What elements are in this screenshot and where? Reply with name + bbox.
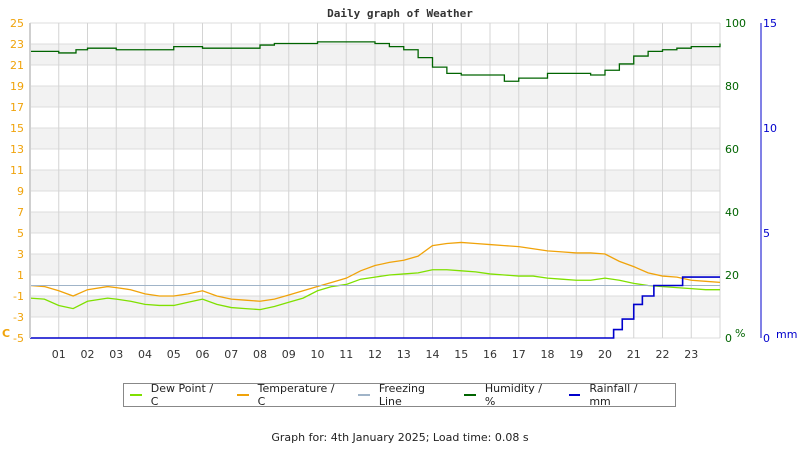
rainfall-tick-label: 10 — [763, 122, 777, 135]
legend-item: Rainfall / mm — [568, 382, 661, 408]
temp-tick-label: -1 — [13, 290, 24, 303]
chart-title: Daily graph of Weather — [327, 7, 473, 20]
x-tick-label: 12 — [368, 348, 382, 361]
x-tick-label: 08 — [253, 348, 267, 361]
axes: 01 02 03 04 05 06 07 08 09 10 11 12 13 14 15 16 17 18 19 20… — [2, 17, 797, 361]
x-tick-label: 06 — [196, 348, 210, 361]
x-tick-label: 05 — [167, 348, 181, 361]
legend-label: Dew Point / C — [150, 382, 214, 408]
humidity-tick-label: 20 — [725, 269, 739, 282]
temp-tick-label: 21 — [10, 59, 24, 72]
x-tick-label: 01 — [52, 348, 66, 361]
legend-label: Temperature / C — [257, 382, 335, 408]
legend-swatch-icon — [130, 394, 142, 396]
rainfall-tick-label: 5 — [763, 227, 770, 240]
rainfall-tick-label: 15 — [763, 17, 777, 30]
temp-tick-label: 3 — [17, 248, 24, 261]
legend-swatch-icon — [236, 394, 249, 396]
humidity-tick-label: 100 — [725, 17, 746, 30]
x-tick-label: 11 — [339, 348, 353, 361]
humidity-axis-unit: % — [735, 327, 745, 340]
legend-swatch-icon — [358, 394, 370, 396]
temp-tick-label: 23 — [10, 38, 24, 51]
humidity-tick-label: 80 — [725, 80, 739, 93]
x-tick-label: 17 — [512, 348, 526, 361]
temp-axis-unit: C — [2, 327, 10, 340]
x-tick-label: 21 — [627, 348, 641, 361]
rainfall-axis-unit: mm — [776, 328, 797, 341]
temp-tick-label: 25 — [10, 17, 24, 30]
legend-item: Dew Point / C — [130, 382, 223, 408]
legend-item: Freezing Line — [358, 382, 450, 408]
temp-tick-label: 1 — [17, 269, 24, 282]
legend-label: Rainfall / mm — [589, 382, 638, 408]
x-tick-label: 09 — [282, 348, 296, 361]
x-tick-label: 14 — [426, 348, 440, 361]
temp-tick-label: 15 — [10, 122, 24, 135]
x-tick-label: 23 — [684, 348, 698, 361]
temp-tick-label: 11 — [10, 164, 24, 177]
x-tick-label: 19 — [569, 348, 583, 361]
weather-chart: Daily graph of Weather 01 02 03 04 05 06 07 08 0… — [2, 7, 797, 361]
x-tick-label: 13 — [397, 348, 411, 361]
legend-label: Humidity / % — [484, 382, 542, 408]
legend-item: Humidity / % — [464, 382, 554, 408]
chart-legend: Dew Point / C Temperature / C Freezing Lin… — [123, 382, 676, 408]
x-tick-label: 10 — [311, 348, 325, 361]
temp-tick-label: 9 — [17, 185, 24, 198]
graph-footer: Graph for: 4th January 2025; Load time: … — [271, 431, 529, 444]
x-tick-label: 02 — [81, 348, 95, 361]
legend-label: Freezing Line — [378, 382, 425, 408]
data-series — [29, 41, 721, 339]
series-dew-point-c — [29, 269, 720, 311]
x-tick-label: 15 — [454, 348, 468, 361]
legend-swatch-icon — [464, 394, 476, 396]
humidity-tick-label: 40 — [725, 206, 739, 219]
series-rainfall-mm — [30, 276, 720, 339]
legend-swatch-icon — [568, 394, 581, 396]
temp-tick-label: 19 — [10, 80, 24, 93]
x-tick-label: 04 — [138, 348, 152, 361]
x-tick-label: 03 — [109, 348, 123, 361]
x-tick-label: 20 — [598, 348, 612, 361]
temp-tick-label: -5 — [13, 332, 24, 345]
rainfall-tick-label: 0 — [763, 332, 770, 345]
x-tick-label: 16 — [483, 348, 497, 361]
temp-tick-label: 5 — [17, 227, 24, 240]
temp-tick-label: 17 — [10, 101, 24, 114]
temp-tick-label: 13 — [10, 143, 24, 156]
legend-item: Temperature / C — [236, 382, 344, 408]
humidity-tick-label: 0 — [725, 332, 732, 345]
x-tick-label: 07 — [224, 348, 238, 361]
series-humidity — [30, 41, 721, 82]
x-tick-label: 18 — [541, 348, 555, 361]
series-temperature-c — [29, 241, 721, 302]
x-tick-label: 22 — [656, 348, 670, 361]
temp-tick-label: 7 — [17, 206, 24, 219]
humidity-tick-label: 60 — [725, 143, 739, 156]
temp-tick-label: -3 — [13, 311, 24, 324]
